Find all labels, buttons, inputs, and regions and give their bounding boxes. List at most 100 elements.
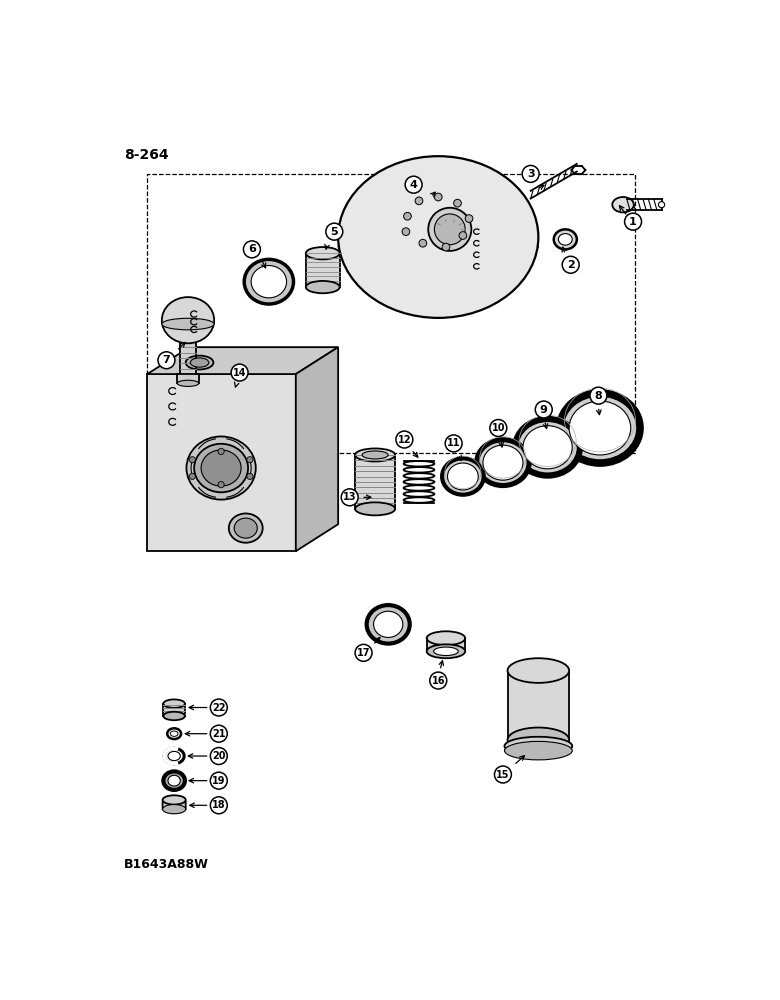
- Ellipse shape: [367, 605, 410, 644]
- Circle shape: [445, 435, 462, 452]
- Bar: [163, 704, 185, 716]
- Bar: [508, 671, 569, 740]
- Circle shape: [402, 228, 410, 235]
- Circle shape: [211, 725, 227, 742]
- Ellipse shape: [427, 644, 465, 658]
- Circle shape: [211, 772, 227, 789]
- Circle shape: [218, 482, 224, 488]
- Ellipse shape: [170, 731, 178, 736]
- Text: 7: 7: [162, 355, 170, 365]
- Ellipse shape: [508, 728, 569, 752]
- Bar: [180, 343, 196, 374]
- Circle shape: [442, 243, 450, 251]
- Text: 15: 15: [496, 770, 509, 780]
- Ellipse shape: [163, 712, 185, 720]
- Circle shape: [231, 364, 248, 381]
- Circle shape: [190, 473, 195, 479]
- Text: 20: 20: [212, 751, 225, 761]
- Text: 5: 5: [331, 227, 338, 237]
- Circle shape: [403, 212, 411, 220]
- Circle shape: [590, 387, 607, 404]
- Polygon shape: [296, 347, 339, 551]
- Circle shape: [158, 352, 175, 369]
- Circle shape: [535, 401, 552, 418]
- Circle shape: [405, 176, 422, 193]
- Ellipse shape: [194, 444, 248, 492]
- Ellipse shape: [508, 658, 569, 683]
- Ellipse shape: [162, 795, 186, 805]
- Ellipse shape: [558, 234, 573, 245]
- Text: 11: 11: [447, 438, 460, 448]
- Ellipse shape: [201, 450, 241, 486]
- Ellipse shape: [483, 445, 523, 480]
- Ellipse shape: [569, 401, 631, 455]
- Text: 17: 17: [356, 648, 370, 658]
- Bar: [355, 455, 395, 509]
- Ellipse shape: [362, 451, 388, 459]
- Ellipse shape: [161, 318, 214, 330]
- Ellipse shape: [355, 502, 395, 515]
- Ellipse shape: [477, 440, 529, 486]
- Text: 19: 19: [212, 776, 225, 786]
- Ellipse shape: [505, 741, 573, 760]
- Circle shape: [211, 699, 227, 716]
- Ellipse shape: [190, 358, 209, 367]
- Text: 8: 8: [594, 391, 602, 401]
- Text: 6: 6: [248, 244, 256, 254]
- Circle shape: [428, 208, 471, 251]
- Ellipse shape: [523, 426, 573, 469]
- Ellipse shape: [339, 156, 538, 318]
- Polygon shape: [162, 798, 186, 813]
- Text: 1: 1: [629, 217, 637, 227]
- Ellipse shape: [516, 419, 580, 476]
- Circle shape: [434, 214, 465, 245]
- Circle shape: [490, 420, 507, 436]
- Circle shape: [218, 448, 224, 454]
- Text: 2: 2: [567, 260, 575, 270]
- Text: 3: 3: [526, 169, 534, 179]
- Bar: [306, 253, 340, 287]
- Circle shape: [430, 672, 447, 689]
- Circle shape: [495, 766, 512, 783]
- Circle shape: [190, 457, 195, 463]
- Ellipse shape: [234, 518, 257, 538]
- Circle shape: [459, 232, 466, 239]
- Circle shape: [246, 473, 253, 479]
- Ellipse shape: [186, 356, 214, 369]
- Polygon shape: [147, 374, 296, 551]
- Text: 8-264: 8-264: [124, 148, 168, 162]
- Circle shape: [326, 223, 342, 240]
- Ellipse shape: [442, 458, 484, 495]
- Ellipse shape: [229, 513, 263, 543]
- Text: 9: 9: [540, 405, 548, 415]
- Circle shape: [341, 489, 358, 506]
- Ellipse shape: [161, 297, 214, 343]
- Ellipse shape: [168, 751, 180, 761]
- Text: 4: 4: [410, 180, 417, 190]
- Text: 14: 14: [233, 368, 246, 378]
- Ellipse shape: [355, 448, 395, 461]
- Ellipse shape: [306, 281, 340, 293]
- Text: 18: 18: [212, 800, 225, 810]
- Text: 10: 10: [491, 423, 505, 433]
- Circle shape: [243, 241, 261, 258]
- Circle shape: [415, 197, 423, 205]
- Text: 22: 22: [212, 703, 225, 713]
- Ellipse shape: [168, 775, 180, 786]
- Ellipse shape: [177, 380, 199, 386]
- Ellipse shape: [448, 463, 478, 490]
- Text: B1643A88W: B1643A88W: [124, 858, 209, 871]
- Circle shape: [658, 202, 665, 208]
- Ellipse shape: [186, 436, 256, 500]
- Circle shape: [419, 239, 427, 247]
- Circle shape: [522, 165, 539, 182]
- Circle shape: [454, 199, 461, 207]
- Polygon shape: [147, 347, 339, 374]
- Circle shape: [625, 213, 641, 230]
- Ellipse shape: [434, 647, 459, 656]
- Bar: [427, 638, 465, 651]
- Ellipse shape: [167, 728, 181, 739]
- Ellipse shape: [339, 230, 538, 262]
- Circle shape: [246, 457, 253, 463]
- Ellipse shape: [162, 805, 186, 814]
